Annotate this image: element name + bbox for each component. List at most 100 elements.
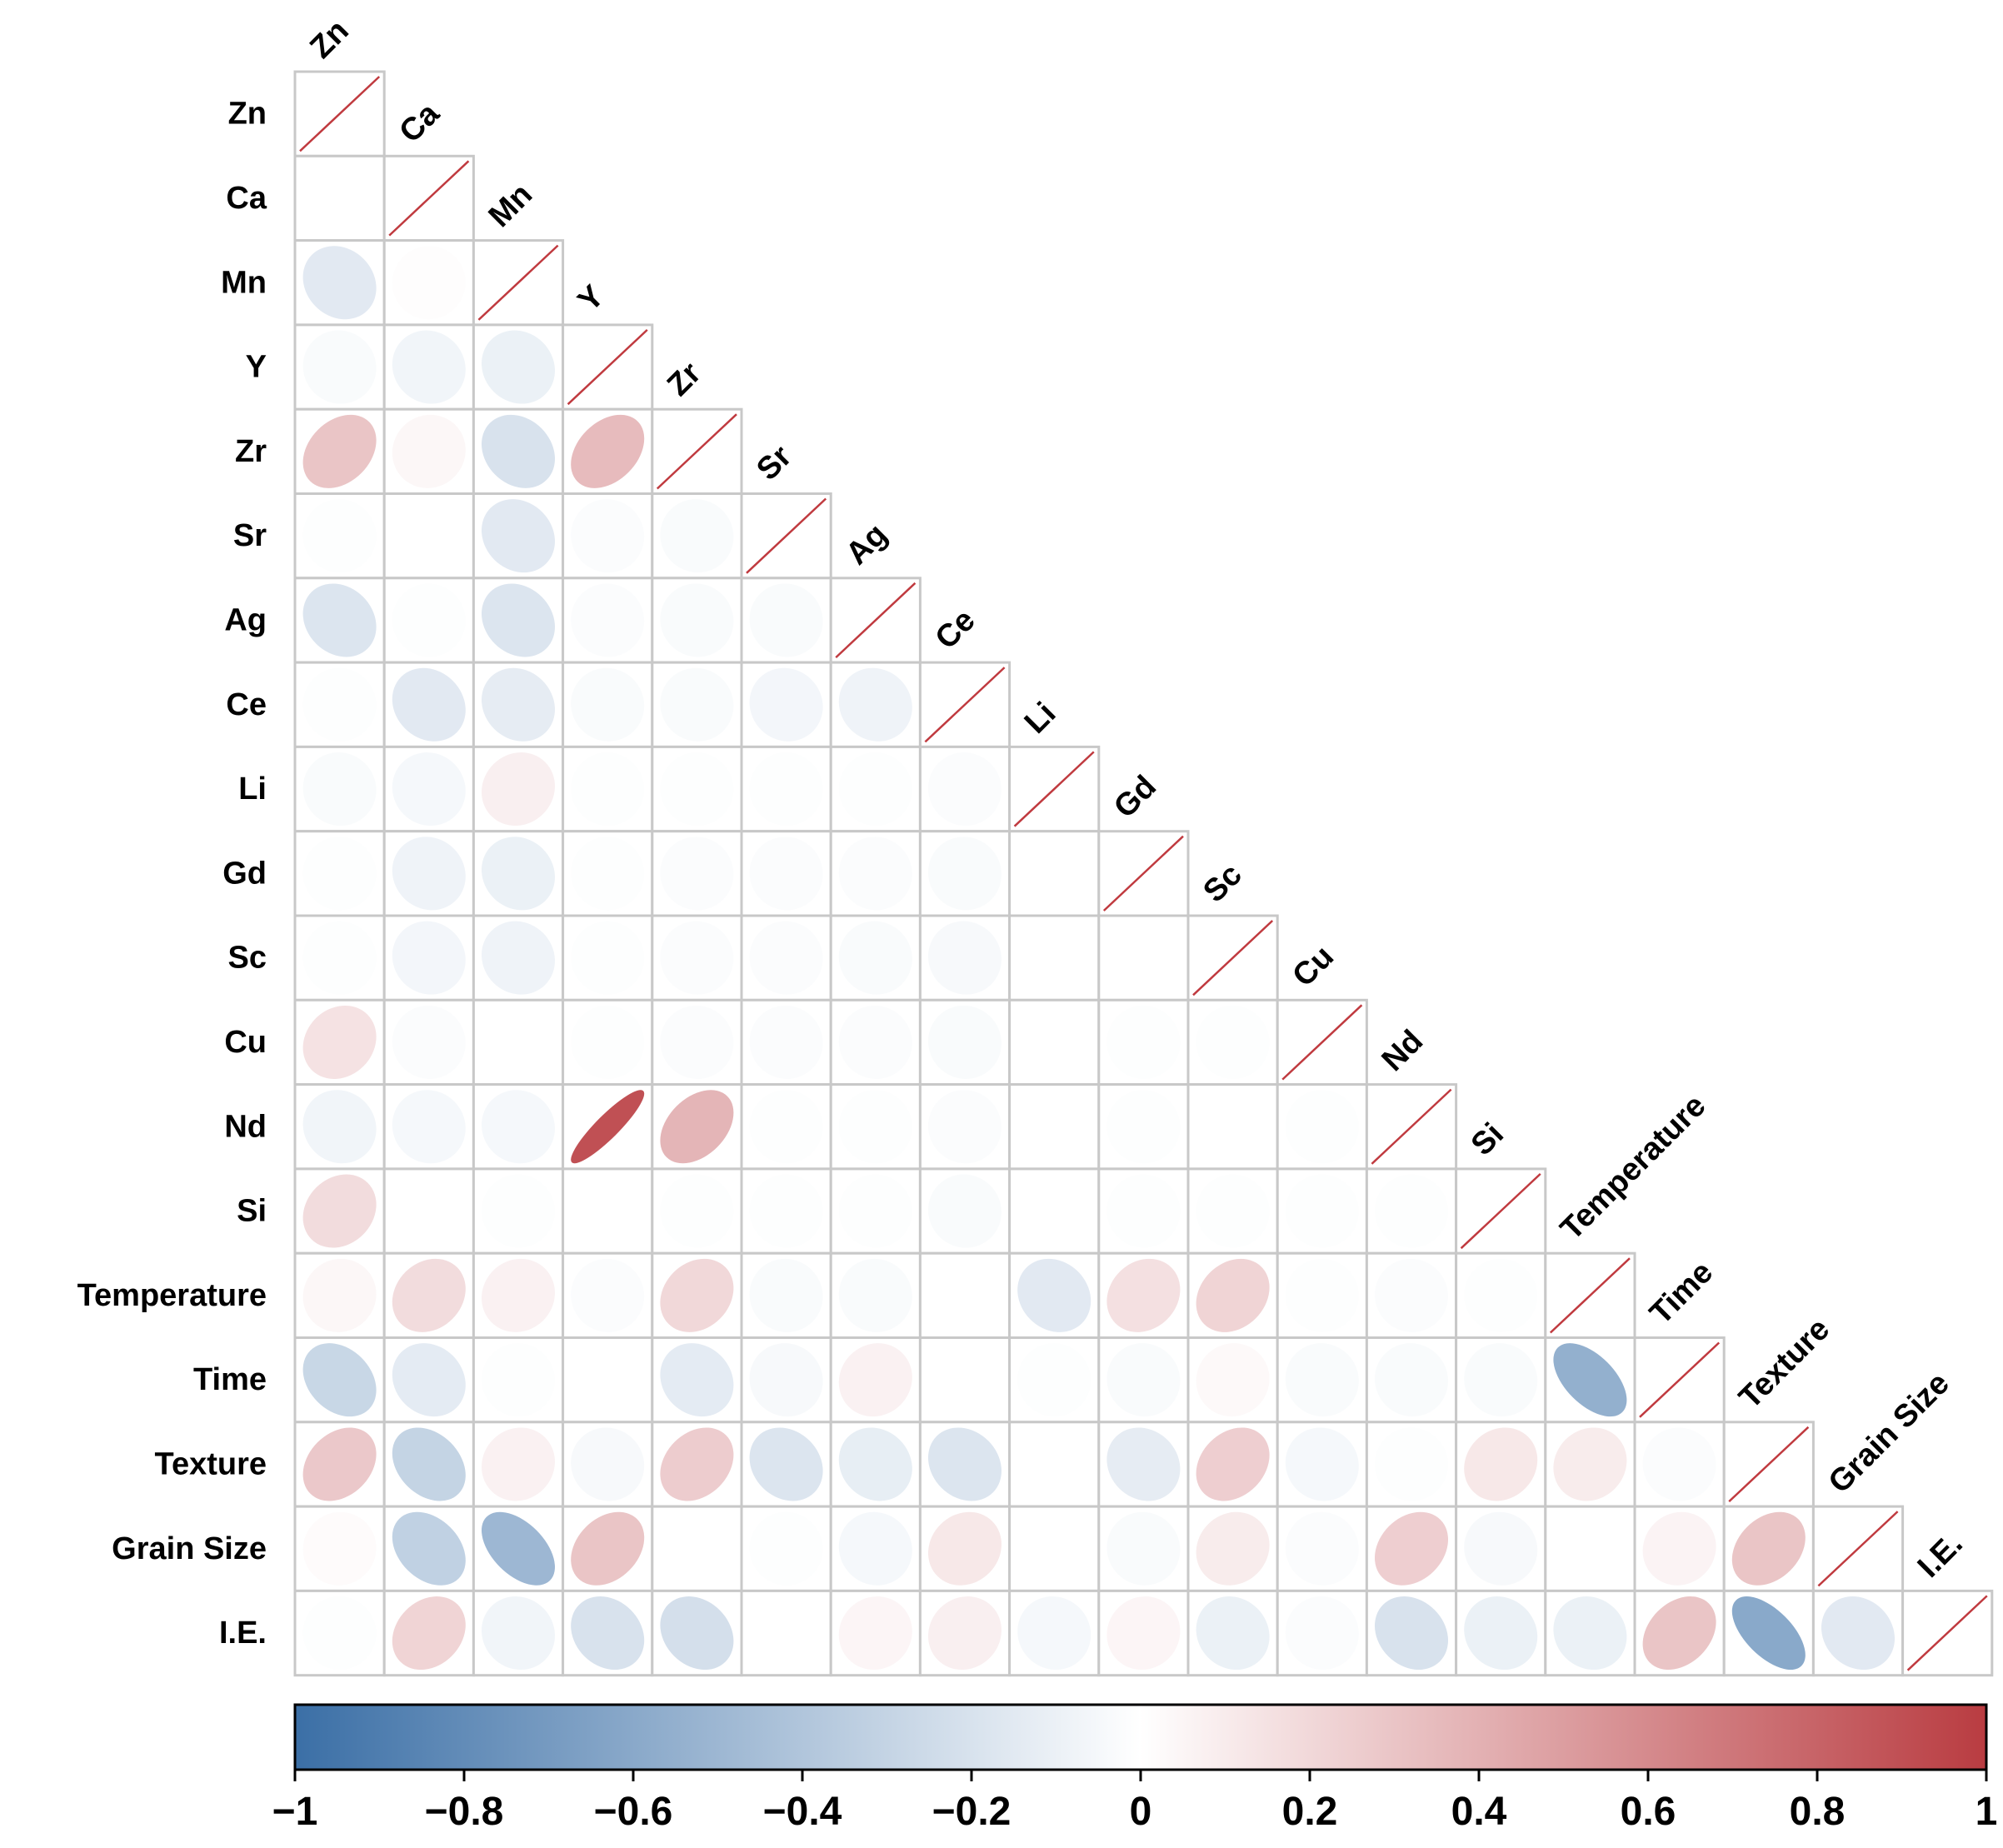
correlation-ellipse [1731, 1596, 1806, 1671]
diagonal-line-mark [1639, 1341, 1721, 1418]
row-label: Cu [224, 1025, 267, 1060]
colorbar-tick-label: 1 [1976, 1790, 1998, 1834]
correlation-ellipse [392, 499, 466, 573]
correlation-ellipse [571, 837, 645, 911]
correlation-ellipse [1017, 1174, 1091, 1248]
correlation-ellipse [302, 1596, 377, 1671]
diagonal-line-mark [1281, 1004, 1363, 1081]
column-label: Ag [839, 517, 894, 572]
correlation-ellipse [481, 1343, 555, 1417]
column-label: Zn [303, 13, 356, 66]
correlation-ellipse [838, 667, 912, 742]
correlation-ellipse [749, 921, 823, 995]
row-label: I.E. [219, 1616, 267, 1651]
correlation-ellipse [749, 1005, 823, 1079]
correlation-ellipse [392, 1596, 466, 1671]
correlation-ellipse [660, 1005, 734, 1079]
correlation-ellipse [1374, 1427, 1448, 1501]
correlation-ellipse [392, 1258, 466, 1332]
row-label: Si [237, 1194, 267, 1229]
correlation-ellipse [660, 921, 734, 995]
correlation-ellipse [1196, 1343, 1270, 1417]
correlation-ellipse [1464, 1596, 1538, 1671]
correlation-ellipse [749, 837, 823, 911]
correlation-ellipse [749, 1258, 823, 1332]
diagonal-line-mark [924, 667, 1006, 743]
correlation-ellipse [1017, 1343, 1091, 1417]
correlation-ellipse [1464, 1511, 1538, 1586]
correlation-ellipse [1017, 1005, 1091, 1079]
correlation-ellipse [749, 583, 823, 657]
correlation-ellipse [1106, 921, 1181, 995]
correlation-ellipse [571, 1090, 645, 1164]
correlation-ellipse [392, 921, 466, 995]
correlation-ellipse [1106, 1343, 1181, 1417]
column-label: Y [572, 279, 612, 319]
colorbar-tick-label: −1 [272, 1790, 318, 1834]
correlation-ellipse [302, 330, 377, 404]
column-label: Texture [1732, 1311, 1836, 1416]
matrix-grid [293, 70, 1994, 1677]
correlation-ellipse [392, 583, 466, 657]
correlation-ellipse [1106, 1258, 1181, 1332]
column-label: Cu [1286, 939, 1341, 994]
correlation-ellipse [1196, 1174, 1270, 1248]
correlation-ellipse [928, 1427, 1002, 1501]
correlation-ellipse [302, 752, 377, 827]
correlation-ellipse [571, 1511, 645, 1586]
correlation-ellipse [392, 752, 466, 827]
column-label: Li [1018, 696, 1063, 741]
correlation-ellipse [749, 1343, 823, 1417]
correlation-ellipse [928, 1258, 1002, 1332]
correlation-ellipse [660, 837, 734, 911]
row-label: Sc [228, 941, 267, 976]
correlation-ellipse [571, 1427, 645, 1501]
correlation-ellipse [481, 414, 556, 488]
correlation-ellipse [1374, 1596, 1448, 1671]
correlation-ellipse [482, 1005, 555, 1079]
correlation-ellipse [1375, 1511, 1449, 1586]
correlation-ellipse [1642, 1596, 1716, 1671]
correlation-ellipse [571, 499, 645, 573]
correlation-ellipse [660, 583, 734, 657]
correlation-ellipse [1464, 1427, 1538, 1501]
correlation-ellipse [571, 752, 645, 827]
correlation-ellipse [749, 667, 823, 742]
diagonal-line-mark [1013, 751, 1095, 827]
diagonal-line-mark [567, 328, 648, 406]
correlation-ellipse [1196, 1258, 1270, 1332]
correlation-ellipse [392, 1090, 466, 1164]
correlation-ellipse [1196, 1090, 1270, 1164]
correlation-ellipse [302, 1090, 377, 1164]
diagonal-line-mark [388, 160, 470, 237]
correlation-ellipse [928, 1343, 1002, 1417]
correlation-ellipse [660, 1511, 734, 1586]
correlation-ellipse [302, 414, 377, 488]
row-label: Ca [226, 181, 267, 216]
correlation-ellipse [838, 1343, 912, 1417]
correlation-ellipse [749, 752, 823, 827]
colorbar: −1 −0.8 −0.6 −0.4 −0.2 0 0.2 0.4 0.6 0.8 1 [272, 1703, 1998, 1834]
correlation-ellipse [481, 499, 555, 573]
correlation-ellipse [1642, 1511, 1716, 1586]
diagonal-line-mark [1906, 1595, 1988, 1671]
column-label: Temperature [1554, 1088, 1712, 1246]
row-label: Ag [224, 602, 267, 637]
column-label: Sr [750, 439, 798, 487]
column-label: I.E. [1911, 1526, 1970, 1585]
diagonal-line-mark [1371, 1088, 1452, 1165]
correlation-ellipse [749, 1511, 823, 1586]
correlation-ellipse [927, 1090, 1002, 1164]
correlation-ellipse [1553, 1343, 1627, 1417]
correlation-ellipse [838, 1005, 912, 1079]
colorbar-tick-label: 0.2 [1282, 1790, 1338, 1834]
correlation-ellipse [481, 1174, 555, 1248]
row-label: Gd [222, 856, 267, 891]
correlation-ellipse [749, 1090, 823, 1164]
correlation-ellipse [838, 837, 912, 911]
correlation-ellipse [302, 246, 377, 320]
correlation-ellipse [302, 499, 377, 573]
correlation-ellipse [1285, 1258, 1359, 1332]
correlation-ellipse [1553, 1511, 1627, 1586]
